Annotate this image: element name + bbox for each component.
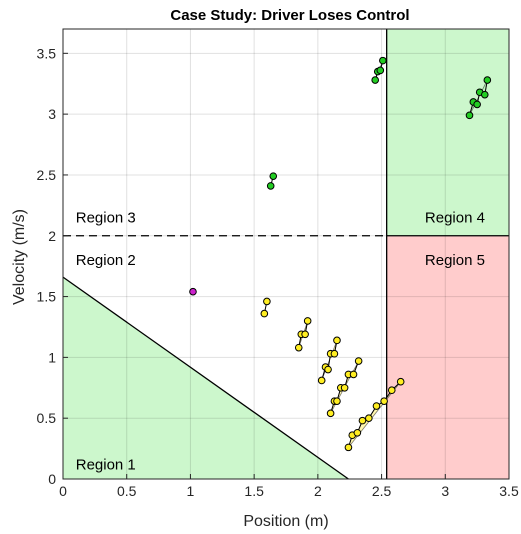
x-axis-ticks: 0 0.5 1 1.5 2 2.5 3 3.5: [59, 474, 519, 499]
yellow-cluster-point: [349, 370, 358, 379]
yellow-cluster-point: [294, 343, 303, 352]
green-cluster-point: [483, 76, 492, 84]
green-cluster-point: [269, 172, 278, 180]
yellow-cluster-point: [365, 414, 373, 422]
region-label-4: Region 4: [425, 210, 485, 227]
lines-layer: [62, 29, 509, 480]
x-axis-label: Position (m): [243, 513, 328, 530]
region-label-3: Region 3: [76, 210, 136, 227]
region-label-2: Region 2: [76, 252, 136, 269]
yellow-cluster-point: [326, 409, 335, 418]
x-tick-label: 1.5: [244, 483, 264, 499]
x-tick-label: 2: [314, 483, 322, 499]
yellow-cluster-point: [260, 309, 269, 318]
region1-boundary-line: [62, 276, 349, 480]
region-labels-layer: Region 1 Region 2 Region 3 Region 4 Region 5: [76, 210, 485, 474]
x-tick-label: 1: [187, 483, 195, 499]
yellow-cluster-point: [317, 376, 326, 385]
green-cluster-point: [376, 66, 385, 75]
yellow-cluster-point: [324, 365, 332, 374]
y-tick-label: 1: [48, 349, 56, 365]
y-tick-label: 3.5: [37, 45, 57, 61]
yellow-cluster-point: [396, 377, 405, 386]
y-tick-label: 2: [48, 228, 56, 244]
y-tick-label: 2.5: [37, 167, 57, 183]
x-tick-label: 2.5: [372, 483, 392, 499]
green-cluster-point: [371, 76, 380, 84]
yellow-cluster-point: [340, 383, 349, 392]
green-cluster-point: [465, 111, 474, 120]
yellow-cluster-point: [333, 336, 341, 345]
x-tick-label: 3.5: [499, 483, 519, 499]
x-tick-label: 3: [441, 483, 449, 499]
magenta-point: [189, 287, 197, 296]
x-tick-label: 0.5: [117, 483, 137, 499]
plot-frame: [62, 28, 510, 480]
chart-title: Case Study: Driver Loses Control: [170, 7, 409, 24]
green-cluster-point: [266, 182, 275, 190]
yellow-cluster-point: [333, 397, 341, 405]
yellow-cluster-point: [387, 386, 396, 395]
yellow-cluster-point: [330, 349, 339, 358]
x-tick-label: 0: [59, 483, 67, 499]
green-cluster-point: [480, 90, 489, 99]
y-tick-label: 0: [48, 471, 56, 487]
yellow-cluster-point: [358, 416, 367, 425]
y-tick-label: 3: [48, 106, 56, 122]
green-cluster-point: [379, 56, 387, 65]
y-tick-label: 0.5: [37, 410, 57, 426]
yellow-cluster-point: [263, 297, 271, 306]
points-layer: [189, 56, 492, 452]
y-tick-label: 1.5: [37, 289, 57, 305]
y-axis-label: Velocity (m/s): [11, 209, 28, 305]
yellow-cluster-point: [354, 357, 363, 365]
yellow-cluster-point: [303, 317, 312, 325]
yellow-cluster-point: [353, 428, 362, 437]
yellow-cluster-point: [344, 443, 353, 452]
region-label-5: Region 5: [425, 252, 485, 269]
region-fill-5: [386, 235, 509, 479]
green-cluster-point: [473, 100, 481, 109]
y-axis-ticks: 0 0.5 1 1.5 2 2.5 3 3.5: [37, 45, 68, 487]
region-label-1: Region 1: [76, 456, 136, 473]
yellow-cluster-point: [372, 402, 381, 410]
region-fill-4: [386, 29, 509, 236]
yellow-cluster-point: [301, 330, 309, 339]
yellow-cluster-point: [380, 397, 388, 405]
